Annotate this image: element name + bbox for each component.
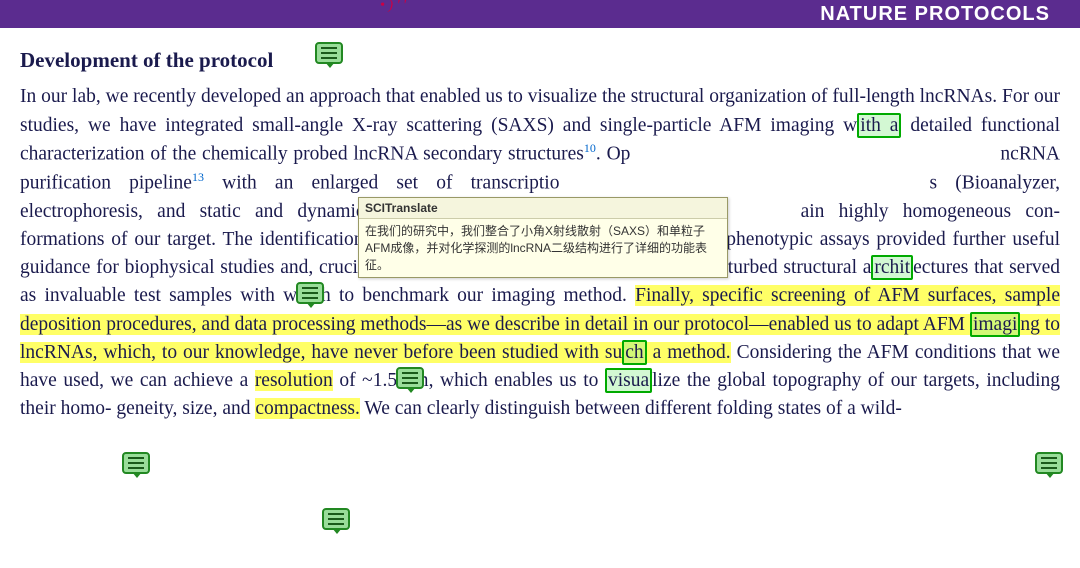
comment-note-icon-3[interactable] [396,367,424,389]
highlight-yellow-resolution: resolution [255,370,333,391]
annotation-box-ch[interactable]: ch [622,340,646,365]
highlight-yellow-wrap2: ch [622,342,646,363]
annotation-box-visua[interactable]: visua [605,368,652,393]
comment-note-icon-5[interactable] [1035,452,1063,474]
journal-header-bar: NATURE PROTOCOLS [0,0,1080,28]
annotation-box-ith-a[interactable]: ith a [857,113,901,138]
text-run: of ~1.5 nm, which enables us to [333,370,605,391]
red-annotation-mark: • ) ' ' [380,0,406,14]
journal-name: NATURE PROTOCOLS [820,3,1050,26]
tooltip-body: 在我们的研究中，我们整合了小角X射线散射（SAXS）和单粒子AFM成像，并对化学… [359,219,727,277]
comment-note-icon-6[interactable] [322,508,350,530]
highlight-yellow-compactness: compactness. [255,398,360,419]
comment-note-icon-4[interactable] [122,452,150,474]
translate-tooltip[interactable]: SCITranslate 在我们的研究中，我们整合了小角X射线散射（SAXS）和… [358,197,728,278]
comment-note-icon-2[interactable] [296,282,324,304]
text-run: with an enlarged set of transcriptio [204,172,560,193]
tooltip-title: SCITranslate [359,198,727,219]
text-run: . Op [596,143,631,164]
reference-10[interactable]: 10 [584,141,596,155]
annotation-box-rchit[interactable]: rchit [871,255,913,280]
text-run: We can clearly distinguish between diffe… [360,398,902,419]
section-heading: Development of the protocol [20,45,1060,75]
reference-13[interactable]: 13 [192,170,204,184]
highlight-yellow-1c: a method. [647,342,731,363]
highlight-yellow-wrap: imagi [970,314,1020,335]
annotation-box-imagi[interactable]: imagi [970,312,1020,337]
